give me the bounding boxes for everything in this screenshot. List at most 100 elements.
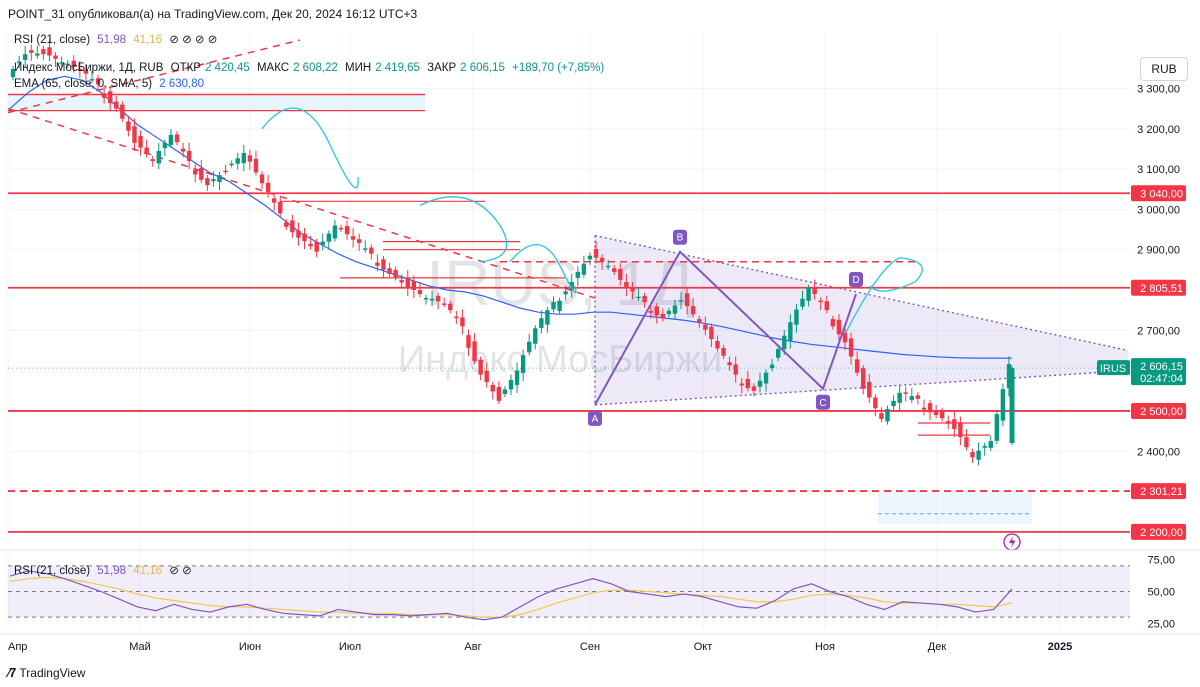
publisher-caption: POINT_31 опубликовал(а) на TradingView.c… (8, 7, 418, 21)
candle-body (174, 134, 180, 143)
price-tag-countdown: 02:47:04 (1140, 373, 1183, 385)
candle-body (442, 303, 447, 305)
candle-body (636, 296, 641, 299)
candle-body (605, 265, 611, 268)
rsi-tick-label: 75,00 (1147, 554, 1175, 566)
candle-body (29, 50, 34, 53)
candle-body (660, 313, 666, 319)
trend-line (7, 39, 301, 114)
candle-body (95, 78, 101, 85)
low-value: 2 419,65 (375, 62, 420, 74)
candle-body (921, 407, 927, 410)
candle-body (41, 49, 46, 55)
candle-body (411, 281, 417, 290)
rsi-legend-bottom[interactable]: RSI (21, close) 51,98 41,16 ⊘ ⊘ (14, 563, 196, 577)
rsi-tick-label: 50,00 (1147, 587, 1175, 599)
candle-body (405, 278, 410, 288)
level-tag-label: 2 805,51 (1140, 283, 1183, 295)
candle-body (946, 421, 951, 424)
candle-body (879, 413, 884, 419)
candle-body (393, 269, 398, 278)
candle-body (369, 247, 374, 254)
candle-body (253, 158, 259, 173)
candle-body (35, 53, 40, 56)
candle-body (344, 226, 350, 235)
candle-body (788, 322, 793, 341)
candle-body (356, 239, 362, 243)
tradingview-logo[interactable]: ⁄7 TradingView (8, 665, 85, 680)
candle-body (599, 257, 605, 262)
candle-body (65, 63, 70, 66)
high-label: МАКС (256, 62, 290, 74)
candle-body (848, 338, 854, 357)
pattern-badge (816, 394, 830, 410)
lightning-icon[interactable] (1003, 533, 1021, 551)
close-label: ЗАКР (427, 62, 457, 74)
candle-body (964, 437, 969, 448)
candle-body (982, 445, 987, 448)
candle-body (466, 335, 471, 348)
drawing-curve (844, 257, 923, 335)
candle-body (842, 332, 848, 343)
candle-body (897, 392, 902, 403)
rsi-legend-ma: 41,16 (133, 34, 163, 46)
candle-body (308, 243, 313, 247)
last-candle-body (1009, 368, 1015, 444)
x-tick-label: Сен (580, 641, 600, 653)
rsi-legend-top[interactable]: RSI (21, close) 51,98 41,16 ⊘ ⊘ ⊘ ⊘ (14, 32, 221, 46)
candle-body (836, 319, 842, 335)
candle-body (769, 364, 775, 369)
candle-body (709, 326, 714, 340)
candle-body (994, 414, 1000, 441)
candle-body (539, 318, 544, 328)
price-tag-bg (1131, 358, 1186, 386)
candle-body (551, 302, 556, 310)
level-tag-label: 2 200,00 (1140, 527, 1183, 539)
candle-body (806, 287, 811, 301)
candle-body (417, 290, 423, 295)
rsi-tick-label: 25,00 (1147, 619, 1175, 631)
ema-value: 2 630,80 (159, 78, 205, 90)
ema-name: EMA (65, close, 0, SMA, 5) (14, 78, 153, 90)
pattern-badge (849, 272, 863, 288)
candle-body (618, 269, 623, 280)
visibility-icon[interactable]: ⊘ ⊘ (169, 565, 192, 577)
candle-body (387, 268, 392, 274)
candle-body (423, 298, 429, 300)
candle-body (429, 298, 435, 301)
candle-body (247, 155, 253, 162)
level-tag-label: 2 301,21 (1140, 486, 1183, 498)
candle-body (89, 79, 95, 81)
candle-body (363, 248, 368, 250)
candle-body (1000, 389, 1006, 421)
candle-body (132, 126, 137, 143)
visibility-icon[interactable]: ⊘ ⊘ ⊘ ⊘ (169, 34, 218, 46)
symbol-legend[interactable]: Индекс МосБиржи, 1Д, RUB ОТКР 2 420,45 МА… (14, 62, 608, 74)
x-tick-label: Дек (928, 641, 947, 653)
drawing-curve (261, 107, 359, 189)
change-value: +189,70 (+7,85%) (512, 62, 605, 74)
candle-body (678, 300, 684, 302)
candle-body (648, 310, 653, 313)
pattern-label: B (677, 233, 684, 244)
candle-body (903, 392, 908, 394)
currency-button[interactable]: RUB (1140, 57, 1188, 81)
candle-body (612, 268, 617, 272)
candle-body (16, 61, 22, 64)
x-tick-label: Апр (8, 641, 27, 653)
open-label: ОТКР (170, 62, 201, 74)
candle-body (235, 158, 240, 164)
candle-body (338, 227, 344, 230)
candle-body (587, 255, 593, 260)
rsi-legend-name: RSI (21, close) (14, 34, 91, 46)
candle-body (939, 410, 945, 419)
ema-legend[interactable]: EMA (65, close, 0, SMA, 5) 2 630,80 (14, 78, 208, 90)
x-tick-label: Авг (464, 641, 481, 653)
candle-body (168, 134, 174, 145)
candle-body (715, 341, 720, 349)
open-value: 2 420,45 (204, 62, 250, 74)
candle-body (581, 263, 587, 275)
rsi-pane-name: RSI (21, close) (14, 565, 91, 577)
candle-body (284, 222, 289, 227)
